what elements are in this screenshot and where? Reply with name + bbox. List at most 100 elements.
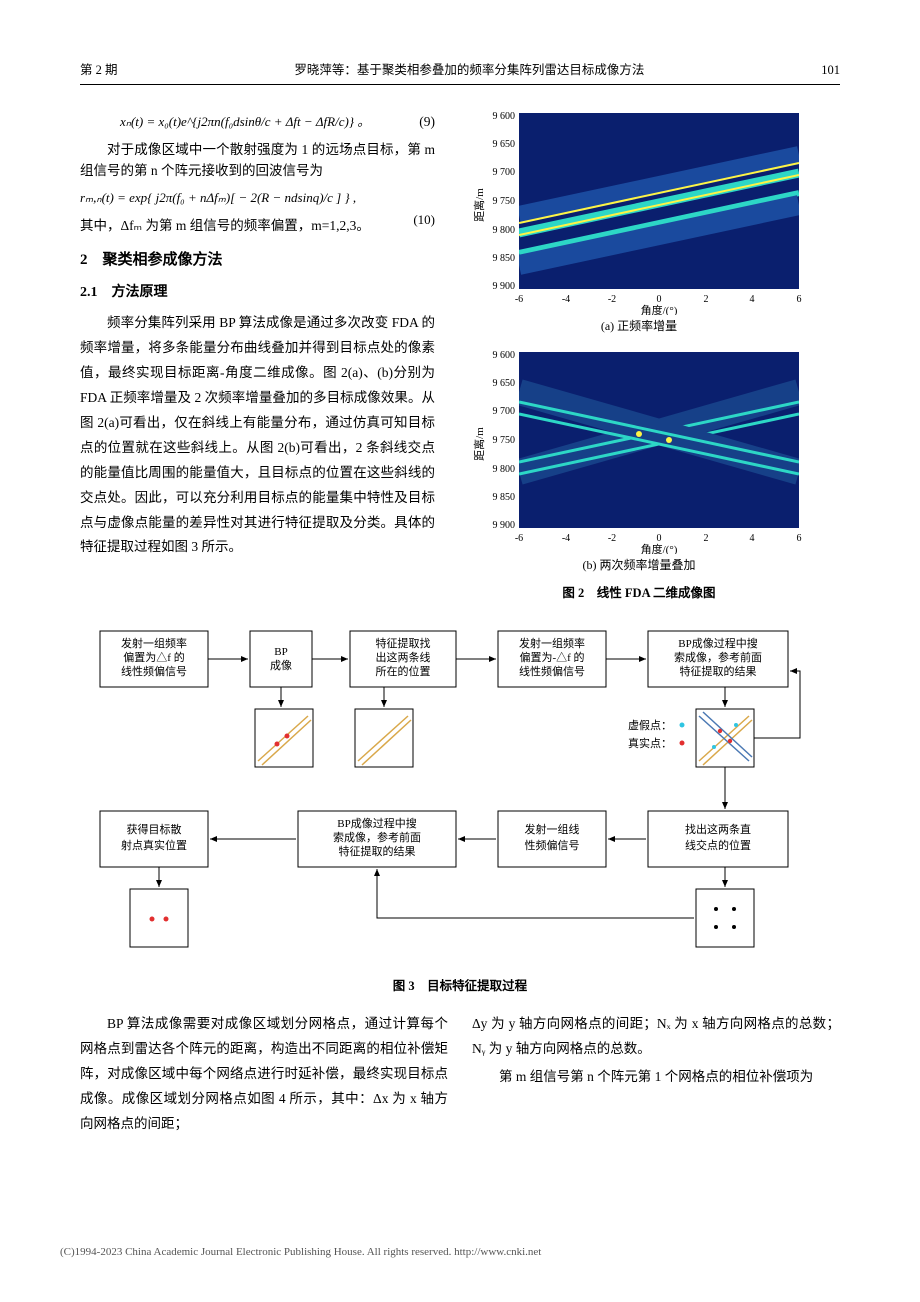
svg-text:9 750: 9 750 [493,435,516,446]
svg-text:9 600: 9 600 [493,350,516,361]
eq9-body: xₙ(t) = x₀(t)e^{j2πn(f₀dsinθ/c + Δft − Δ… [80,114,370,129]
svg-text:9 600: 9 600 [493,111,516,122]
svg-text:2: 2 [704,294,709,305]
svg-text:BP: BP [274,646,287,658]
svg-text:虚假点：: 虚假点： [628,718,672,732]
figure-3-title: 图 3 目标特征提取过程 [80,976,840,996]
para-2: 其中，Δfₘ 为第 m 组信号的频率偏置，m=1,2,3。 [80,215,435,237]
page-number: 101 [821,60,840,80]
svg-text:6: 6 [797,294,802,305]
svg-text:找出这两条直: 找出这两条直 [685,822,751,836]
svg-text:-2: -2 [608,533,616,544]
svg-text:4: 4 [750,294,755,305]
svg-text:9 700: 9 700 [493,167,516,178]
svg-text:线性频偏信号: 线性频偏信号 [519,664,585,678]
figure-2a: 9 6009 650 9 7009 750 9 8009 850 9 900 距… [459,105,819,336]
svg-text:成像: 成像 [270,659,292,672]
flow-node-5: BP成像过程中搜 索成像，参考前面 特征提取的结果 [648,631,788,687]
svg-text:出这两条线: 出这两条线 [376,650,431,664]
svg-text:4: 4 [750,533,755,544]
mini-box-5 [696,889,754,947]
svg-text:2: 2 [704,533,709,544]
svg-text:线性频偏信号: 线性频偏信号 [121,664,187,678]
svg-text:-2: -2 [608,294,616,305]
svg-text:BP成像过程中搜: BP成像过程中搜 [337,816,416,830]
flow-node-1: 发射一组频率 偏置为△f 的 线性频偏信号 [100,631,208,687]
chart-a-caption: (a) 正频率增量 [459,317,819,336]
running-title: 罗晓萍等：基于聚类相参叠加的频率分集阵列雷达目标成像方法 [294,60,644,80]
svg-text:射点真实位置: 射点真实位置 [121,838,187,852]
svg-text:9 850: 9 850 [493,253,516,264]
right-column: 9 600 9 650 9 700 9 750 9 800 9 850 9 900 距… [459,105,819,603]
svg-text:特征提取找: 特征提取找 [376,636,431,650]
svg-text:真实点：: 真实点： [628,736,672,750]
figure-2b: 9 6009 650 9 7009 750 9 8009 850 9 900 距… [459,344,819,575]
flow-arrows [159,659,800,918]
svg-text:获得目标散: 获得目标散 [127,822,182,836]
chart-b-yticks: 9 6009 650 9 7009 750 9 8009 850 9 900 [493,350,516,531]
flow-node-8: 找出这两条直 线交点的位置 [648,811,788,867]
svg-text:索成像，参考前面: 索成像，参考前面 [674,650,762,664]
chart-a-yticks: 9 6009 650 9 7009 750 9 8009 850 9 900 [493,111,516,292]
svg-text:-6: -6 [515,294,523,305]
flowchart-svg: 发射一组频率 偏置为△f 的 线性频偏信号 BP 成像 特征提取找 出这两条线 … [80,621,840,961]
mini-box-3 [696,709,754,767]
chart-a-xticks: -6-4 -20 24 6 [515,294,802,305]
svg-text:9 650: 9 650 [493,378,516,389]
mini-box-1 [255,709,313,767]
svg-text:9 800: 9 800 [493,464,516,475]
chart-b-caption: (b) 两次频率增量叠加 [459,556,819,575]
chart-b-ylabel: 距离/m [472,427,486,461]
svg-text:索成像，参考前面: 索成像，参考前面 [333,830,421,844]
svg-text:0: 0 [657,533,662,544]
left-column: xₙ(t) = x₀(t)e^{j2πn(f₀dsinθ/c + Δft − Δ… [80,105,435,603]
section-2-heading: 2 聚类相参成像方法 [80,248,435,272]
figure-3-flowchart: 发射一组频率 偏置为△f 的 线性频偏信号 BP 成像 特征提取找 出这两条线 … [80,621,840,996]
mini-box-4 [130,889,188,947]
page-footer: (C)1994-2023 China Academic Journal Elec… [60,1244,860,1262]
svg-text:9 900: 9 900 [493,281,516,292]
flow-node-2: BP 成像 [250,631,312,687]
equation-10: rₘ,ₙ(t) = exp{ j2π(f₀ + nΔfₘ)[ − 2(R − n… [80,188,435,209]
svg-text:9 700: 9 700 [493,406,516,417]
eq10-num: (10) [413,210,435,231]
eq9-num: (9) [419,111,435,133]
flow-node-6: BP成像过程中搜 索成像，参考前面 特征提取的结果 [298,811,456,867]
svg-text:BP成像过程中搜: BP成像过程中搜 [678,636,757,650]
lower-right-col: Δy 为 y 轴方向网格点的间距；Nₓ 为 x 轴方向网格点的总数；Nᵧ 为 y… [472,1012,840,1140]
flow-node-7: 发射一组线 性频偏信号 [498,811,606,867]
svg-text:9 750: 9 750 [493,196,516,207]
para-3: 频率分集阵列采用 BP 算法成像是通过多次改变 FDA 的频率增量，将多条能量分… [80,311,435,561]
svg-text:6: 6 [797,533,802,544]
lower-left-col: BP 算法成像需要对成像区域划分网格点，通过计算每个网格点到雷达各个阵元的距离，… [80,1012,448,1140]
svg-text:-6: -6 [515,533,523,544]
section-2-1-heading: 2.1 方法原理 [80,282,435,304]
figure-2-title: 图 2 线性 FDA 二维成像图 [459,583,819,603]
svg-text:发射一组线: 发射一组线 [525,822,580,836]
chart-b-xticks: -6 -4 -2 0 2 4 6 [515,533,802,544]
svg-text:发射一组频率: 发射一组频率 [519,636,585,650]
chart-a-ylabel: 距离/m [472,188,486,222]
flow-legend: 虚假点： 真实点： [628,718,685,750]
svg-text:特征提取的结果: 特征提取的结果 [680,664,757,678]
chart-b-xlabel: 角度/(°) [641,542,678,554]
svg-text:线交点的位置: 线交点的位置 [685,838,751,852]
svg-text:发射一组频率: 发射一组频率 [121,636,187,650]
lower-right-para-1: Δy 为 y 轴方向网格点的间距；Nₓ 为 x 轴方向网格点的总数；Nᵧ 为 y… [472,1012,840,1062]
svg-text:0: 0 [657,294,662,305]
svg-text:偏置为-△f 的: 偏置为-△f 的 [519,650,584,664]
issue-label: 第 2 期 [80,60,118,80]
flow-node-3: 特征提取找 出这两条线 所在的位置 [350,631,456,687]
heatmap-b-svg: 9 6009 650 9 7009 750 9 8009 850 9 900 距… [469,344,809,554]
flow-node-9: 获得目标散 射点真实位置 [100,811,208,867]
svg-text:性频偏信号: 性频偏信号 [525,838,580,852]
svg-text:偏置为△f 的: 偏置为△f 的 [123,650,184,664]
svg-text:所在的位置: 所在的位置 [376,664,431,678]
flow-node-4: 发射一组频率 偏置为-△f 的 线性频偏信号 [498,631,606,687]
upper-columns: xₙ(t) = x₀(t)e^{j2πn(f₀dsinθ/c + Δft − Δ… [80,105,840,603]
svg-text:9 800: 9 800 [493,225,516,236]
equation-9: xₙ(t) = x₀(t)e^{j2πn(f₀dsinθ/c + Δft − Δ… [80,111,435,133]
chart-a-xlabel: 角度/(°) [641,303,678,315]
svg-text:-4: -4 [562,533,570,544]
svg-text:9 900: 9 900 [493,520,516,531]
